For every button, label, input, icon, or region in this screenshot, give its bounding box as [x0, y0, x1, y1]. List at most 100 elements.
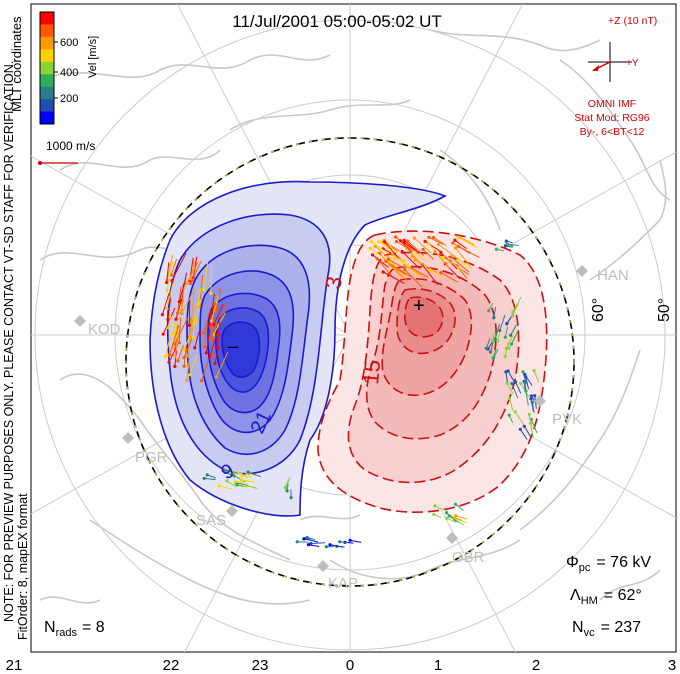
contour-label-15: 15	[358, 359, 385, 386]
imf-condition: By-, 6<BT<12	[580, 126, 645, 138]
velocity-vector-origin	[202, 287, 206, 292]
velocity-vector	[505, 335, 514, 349]
velocity-vector-origin	[225, 479, 229, 483]
velocity-vector	[428, 236, 444, 245]
velocity-vector-origin	[504, 239, 508, 243]
velocity-vector-origin	[173, 364, 177, 368]
velocity-vector-origin	[432, 235, 436, 240]
velocity-vector-origin	[530, 400, 534, 404]
velocity-vector-origin	[519, 381, 523, 385]
velocity-color-bar	[39, 11, 55, 125]
velocity-vector-origin	[413, 258, 417, 262]
velocity-vector-origin	[338, 540, 342, 544]
velocity-vector-origin	[521, 370, 525, 374]
velocity-vector	[528, 414, 533, 431]
velocity-vector-origin	[160, 313, 164, 317]
velocity-vector-origin	[177, 300, 181, 304]
velocity-vector	[396, 270, 409, 282]
velocity-vector	[183, 331, 192, 351]
velocity-vector-origin	[176, 311, 180, 315]
velocity-vector	[434, 505, 449, 513]
velocity-vector	[514, 411, 525, 426]
velocity-vector-origin	[170, 278, 174, 283]
velocity-vector	[203, 308, 211, 334]
velocity-vector	[191, 263, 198, 281]
velocity-vector	[389, 264, 402, 277]
velocity-vector	[224, 469, 238, 474]
color-bar-segment	[40, 74, 54, 88]
velocity-vector-origin	[532, 368, 536, 373]
velocity-vector	[222, 469, 236, 478]
velocity-vector	[511, 383, 519, 399]
color-bar-segment	[40, 99, 54, 113]
velocity-vector-origin	[166, 326, 170, 330]
velocity-vector	[174, 316, 189, 345]
velocity-vector-origin	[506, 369, 510, 373]
velocity-vector-origin	[496, 339, 500, 343]
velocity-vector	[195, 299, 201, 324]
velocity-vector	[308, 544, 320, 547]
potential-max-marker: +	[413, 295, 425, 317]
velocity-vector	[211, 319, 214, 338]
velocity-vector	[388, 258, 404, 269]
velocity-vector-origin	[214, 375, 218, 379]
velocity-vector	[178, 317, 182, 343]
velocity-vector	[455, 503, 464, 511]
velocity-vector-origin	[498, 328, 502, 333]
velocity-vector	[174, 317, 179, 336]
velocity-vector	[174, 326, 181, 357]
velocity-vector	[385, 260, 406, 276]
velocity-vector-origin	[375, 257, 379, 261]
color-bar-segment	[40, 61, 54, 75]
velocity-vector-origin	[533, 394, 537, 398]
station-kod: KOD	[88, 321, 121, 338]
station-gbr: GBR	[452, 549, 485, 566]
color-bar-segment	[40, 24, 54, 38]
station-kap-marker	[317, 560, 329, 572]
mlt-axis: 21 22 23 0 1 2 3	[6, 657, 677, 674]
velocity-vector	[204, 327, 207, 347]
velocity-vector	[401, 251, 421, 270]
velocity-vector-origin	[510, 382, 514, 386]
velocity-vector-origin	[527, 412, 531, 416]
velocity-vector-origin	[185, 281, 189, 285]
velocity-vector-origin	[436, 242, 440, 247]
velocity-vector-origin	[403, 268, 407, 272]
velocity-vector-origin	[202, 345, 207, 349]
velocity-vector-origin	[369, 240, 373, 244]
station-sas-marker	[226, 505, 238, 517]
velocity-vector	[403, 241, 418, 253]
velocity-vector-origin	[412, 236, 417, 240]
velocity-vector-origin	[285, 489, 289, 493]
velocity-vector	[411, 267, 429, 279]
velocity-vector	[414, 237, 432, 254]
velocity-vector-origin	[166, 317, 170, 322]
velocity-vector	[215, 287, 222, 311]
velocity-vector-origin	[309, 541, 313, 546]
velocity-vector-origin	[188, 282, 192, 286]
velocity-vector	[384, 240, 398, 253]
velocity-vector	[394, 257, 410, 266]
velocity-vector	[454, 239, 467, 250]
station-gbr-marker	[446, 532, 458, 544]
velocity-vector	[371, 241, 388, 254]
velocity-vector	[203, 262, 209, 290]
velocity-vector	[440, 272, 459, 283]
velocity-vector-origin	[246, 470, 250, 474]
velocity-vector-origin	[410, 254, 414, 258]
velocity-vector-origin	[523, 372, 527, 377]
imf-source: OMNI IMF	[588, 98, 636, 110]
velocity-vector	[512, 296, 522, 312]
velocity-vector-origin	[402, 263, 407, 268]
velocity-vector-origin	[204, 351, 208, 355]
velocity-vector-origin	[187, 323, 191, 327]
mlt-tick-2: 2	[532, 657, 540, 674]
velocity-vector	[384, 241, 400, 259]
velocity-vector	[505, 371, 508, 383]
velocity-vector-origin	[529, 397, 533, 401]
velocity-vector-origin	[513, 410, 517, 414]
color-bar-segment	[40, 111, 54, 125]
velocity-vector-origin	[177, 341, 181, 345]
velocity-vector	[177, 286, 182, 314]
